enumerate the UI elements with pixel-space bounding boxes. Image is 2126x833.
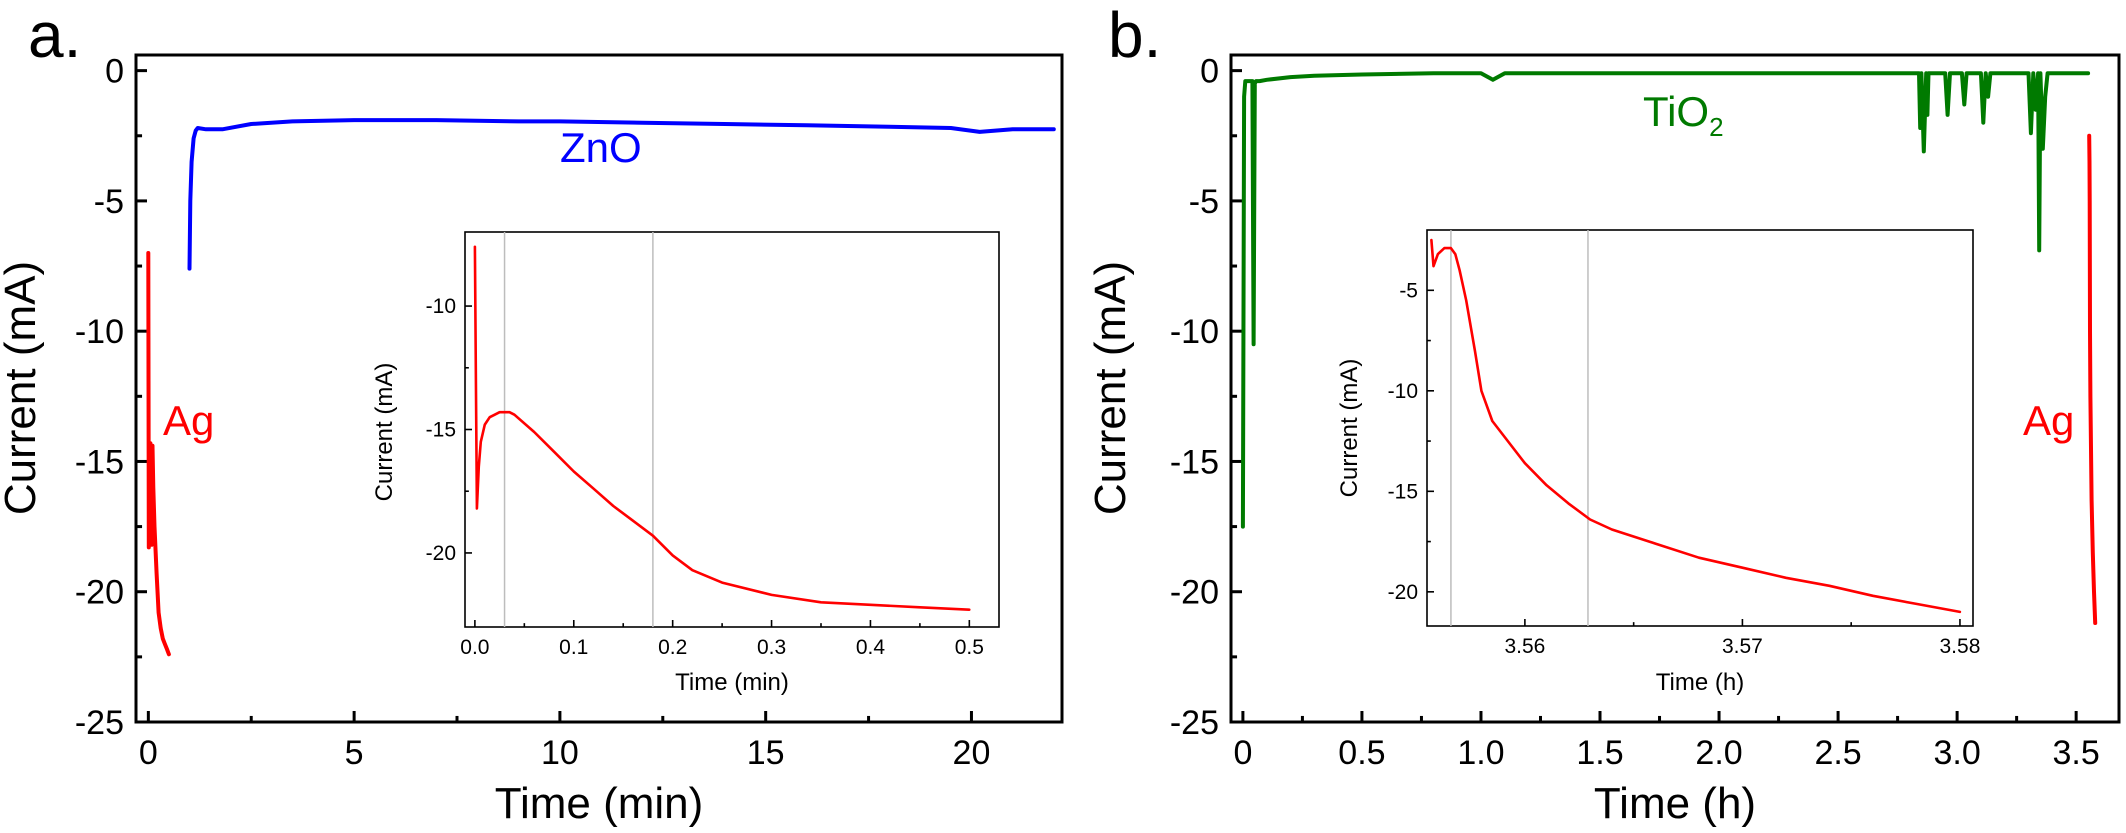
panel-b-x-tick-label: 2.5 — [1814, 734, 1861, 772]
panel-b-inset-y-tick-label: -5 — [1399, 279, 1418, 302]
panel-b-series-ag — [2087, 133, 2098, 625]
panel-b-annotation-ag: Ag — [2023, 397, 2074, 444]
panel-b-inset-series — [1430, 238, 1962, 614]
panel-a-series-zno — [187, 118, 1056, 271]
panel-a-inset: 0.0 0.1 0.2 0.3 0.4 0.5 -10-15-20 Time (min) … — [371, 231, 1000, 696]
panel-a-inset-series-ag — [473, 245, 971, 612]
panel-b-label: b. — [1108, 0, 1161, 71]
panel-b-y-tick-label: -10 — [1170, 313, 1219, 351]
panel-b-annotation-tio2: TiO2 — [1643, 88, 1724, 142]
panel-b-inset-x-ticks: 3.56 3.57 3.58 — [1504, 619, 1980, 658]
panel-a-inset-x-tick-label: 0.3 — [757, 636, 786, 659]
panel-a-series-ag — [146, 251, 171, 657]
panel-a-inset-y-tick-label: -15 — [426, 419, 456, 442]
panel-a-x-axis-label: Time (min) — [495, 779, 704, 828]
panel-a-plot-area — [134, 53, 1064, 724]
panel-b-y-axis-label: Current (mA) — [1086, 261, 1135, 515]
panel-a-inset-x-tick-label: 0.4 — [856, 636, 886, 659]
panel-a-label: a. — [28, 0, 81, 71]
panel-a-inset-reference-lines — [503, 232, 654, 627]
panel-b-inset-x-tick-label: 3.56 — [1504, 635, 1545, 658]
panel-b-x-ticks: 0 0.5 1.0 1.5 2.0 2.5 3.0 3.5 — [1233, 711, 2100, 772]
panel-a-inset-x-tick-label: 0.0 — [460, 636, 489, 659]
panel-a-y-tick-label: -15 — [75, 443, 124, 481]
panel-b-y-tick-label: -15 — [1170, 443, 1219, 481]
panel-b-inset-y-tick-label: -20 — [1388, 581, 1418, 604]
panel-a-inset-x-axis-label: Time (min) — [675, 669, 789, 696]
panel-a-inset-plot-area — [464, 231, 1000, 628]
panel-a-annotation-ag: Ag — [163, 397, 214, 444]
panel-b-inset-y-axis-label: Current (mA) — [1336, 359, 1363, 498]
panel-b-y-ticks: 0 -5 -10 -15 -20 -25 — [1170, 53, 1242, 742]
panel-b-inset-x-tick-label: 3.57 — [1722, 635, 1763, 658]
panel-a-y-tick-label: -20 — [75, 574, 124, 612]
panel-b-annotation-tio2-subscript: 2 — [1709, 112, 1723, 142]
panel-a-inset-x-tick-label: 0.5 — [955, 636, 984, 659]
panel-b-inset: 3.56 3.57 3.58 -5 -10 -15 -20 Time (h) Curren… — [1336, 229, 1980, 696]
panel-b-inset-x-axis-label: Time (h) — [1656, 669, 1744, 696]
panel-a: a. 0 5 10 15 20 0 -5 -10 -15 -20 -25 Time (min) C… — [0, 0, 1064, 828]
panel-a-y-tick-label: -5 — [94, 183, 124, 221]
panel-a-series — [146, 118, 1056, 657]
panel-b-inset-y-tick-label: -10 — [1388, 380, 1418, 403]
panel-b-y-tick-label: 0 — [1200, 53, 1219, 91]
panel-a-inset-x-tick-label: 0.1 — [559, 636, 588, 659]
panel-b-x-tick-label: 2.0 — [1695, 734, 1742, 772]
panel-b-annotation-tio2-base: TiO — [1643, 88, 1709, 135]
panel-b-inset-series-ag — [1430, 238, 1962, 614]
panel-a-inset-series — [473, 245, 971, 612]
panel-a-y-tick-label: -10 — [75, 313, 124, 351]
panel-a-inset-y-tick-label: -10 — [426, 295, 456, 318]
panel-a-x-ticks: 0 5 10 15 20 — [139, 711, 990, 772]
panel-b-series — [1240, 71, 2098, 625]
panel-b-y-tick-label: -5 — [1189, 183, 1219, 221]
panel-a-x-tick-label: 5 — [345, 734, 364, 772]
panel-b-x-tick-label: 0.5 — [1338, 734, 1385, 772]
panel-b-plot-area — [1229, 53, 2121, 724]
panel-b-inset-y-tick-label: -15 — [1388, 480, 1418, 503]
panel-a-y-axis-label: Current (mA) — [0, 261, 45, 515]
panel-b-inset-y-ticks: -5 -10 -15 -20 — [1388, 279, 1434, 604]
panel-b: b. 0 0.5 1.0 1.5 2.0 2.5 3.0 3.5 0 -5 -10 -15 -20 -2… — [1086, 0, 2121, 828]
panel-a-y-tick-label: -25 — [75, 704, 124, 742]
panel-a-x-tick-label: 20 — [953, 734, 991, 772]
panel-a-annotation-zno: ZnO — [560, 124, 642, 171]
panel-b-x-tick-label: 3.0 — [1933, 734, 1980, 772]
panel-b-x-axis-label: Time (h) — [1594, 779, 1756, 828]
panel-b-x-tick-label: 1.0 — [1457, 734, 1504, 772]
panel-b-inset-x-tick-label: 3.58 — [1940, 635, 1981, 658]
panel-b-inset-plot-area — [1426, 229, 1974, 627]
panel-b-inset-reference-lines — [1450, 230, 1589, 626]
panel-a-y-tick-label: 0 — [105, 53, 124, 91]
panel-a-x-tick-label: 10 — [541, 734, 579, 772]
panel-b-y-tick-label: -20 — [1170, 574, 1219, 612]
panel-a-inset-y-ticks: -10 -15 -20 — [426, 295, 472, 565]
panel-b-x-tick-label: 0 — [1233, 734, 1252, 772]
panel-a-inset-y-axis-label: Current (mA) — [371, 363, 398, 502]
panel-a-inset-x-ticks: 0.0 0.1 0.2 0.3 0.4 0.5 — [460, 620, 984, 659]
panel-a-y-ticks: 0 -5 -10 -15 -20 -25 — [75, 53, 147, 742]
panel-a-inset-x-tick-label: 0.2 — [658, 636, 687, 659]
panel-a-x-tick-label: 15 — [747, 734, 785, 772]
panel-a-inset-y-tick-label: -20 — [426, 542, 456, 565]
panel-b-series-tio2 — [1240, 71, 2091, 529]
panel-a-x-tick-label: 0 — [139, 734, 158, 772]
panel-b-x-tick-label: 1.5 — [1576, 734, 1623, 772]
panel-b-y-tick-label: -25 — [1170, 704, 1219, 742]
panel-b-x-tick-label: 3.5 — [2053, 734, 2100, 772]
